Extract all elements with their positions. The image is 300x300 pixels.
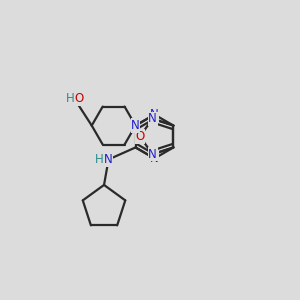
Text: N: N	[131, 119, 140, 132]
Text: H: H	[94, 153, 103, 166]
Text: N: N	[148, 148, 157, 161]
Text: O: O	[135, 130, 144, 143]
Text: H: H	[66, 92, 75, 105]
Text: N: N	[148, 112, 157, 125]
Text: N: N	[150, 108, 159, 121]
Text: O: O	[74, 92, 84, 105]
Text: N: N	[104, 153, 113, 166]
Text: N: N	[150, 152, 159, 165]
